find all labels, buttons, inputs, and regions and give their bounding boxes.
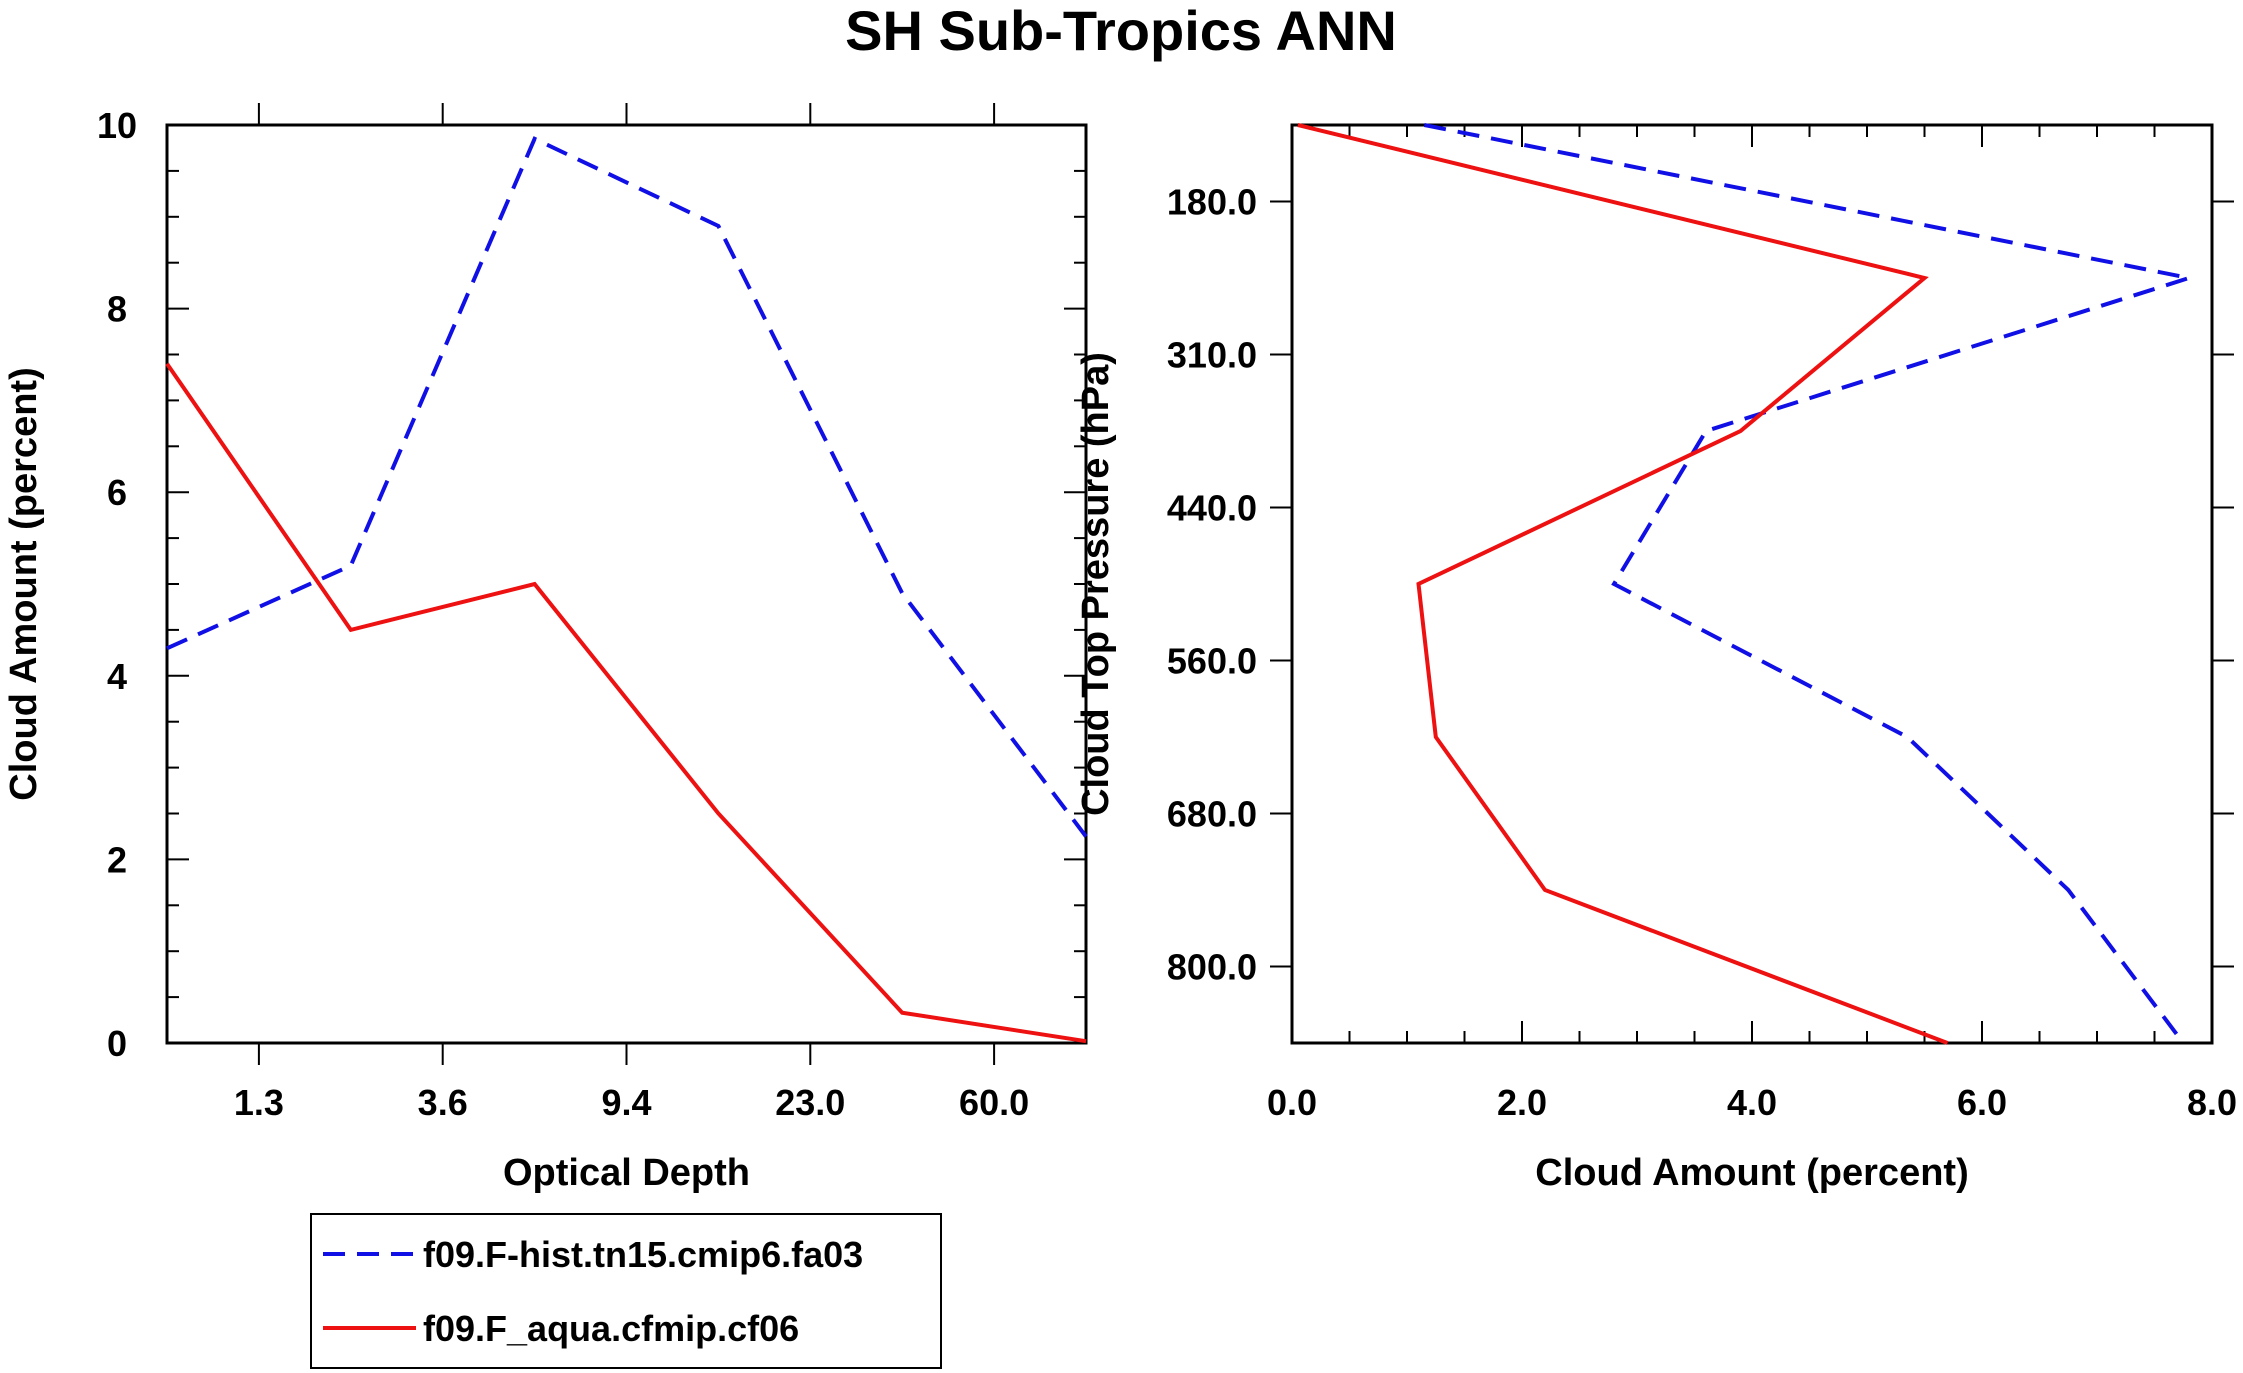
y-tick-label: 560.0 xyxy=(1167,641,1257,682)
y-tick-label: 440.0 xyxy=(1167,488,1257,529)
y-tick-label: 6 xyxy=(107,472,127,513)
x-tick-label: 6.0 xyxy=(1957,1082,2007,1123)
left-y-axis-label: Cloud Amount (percent) xyxy=(3,367,45,800)
left-x-axis-label: Optical Depth xyxy=(503,1152,750,1194)
y-tick-label: 4 xyxy=(107,656,127,697)
y-tick-label: 680.0 xyxy=(1167,794,1257,835)
x-tick-label: 23.0 xyxy=(775,1082,845,1123)
left-panel: 0 2 4 6 8 10 1.3 3.6 9.4 23.0 60.0 Optical Depth Clo… xyxy=(3,103,1088,1194)
right-plot-frame xyxy=(1290,123,2214,1045)
x-tick-label: 1.3 xyxy=(234,1082,284,1123)
y-tick-label: 2 xyxy=(107,839,127,880)
legend-label-2: f09.F_aqua.cfmip.cf06 xyxy=(423,1308,799,1349)
legend-box xyxy=(310,1213,942,1369)
x-tick-label: 0.0 xyxy=(1267,1082,1317,1123)
y-tick-label: 0 xyxy=(107,1023,127,1064)
right-x-axis-label: Cloud Amount (percent) xyxy=(1535,1152,1968,1194)
x-tick-label: 3.6 xyxy=(418,1082,468,1123)
y-tick-label: 310.0 xyxy=(1167,335,1257,376)
y-tick-label: 800.0 xyxy=(1167,947,1257,988)
x-tick-label: 2.0 xyxy=(1497,1082,1547,1123)
y-tick-label: 10 xyxy=(97,105,137,146)
x-tick-label: 4.0 xyxy=(1727,1082,1777,1123)
x-tick-label: 9.4 xyxy=(601,1082,651,1123)
left-series-line-2 xyxy=(165,362,1087,1044)
legend-label-1: f09.F-hist.tn15.cmip6.fa03 xyxy=(423,1234,863,1275)
right-series-line-2 xyxy=(1297,123,1949,1045)
chart-title: SH Sub-Tropics ANN xyxy=(845,0,1397,62)
right-series-line-1 xyxy=(1423,123,2190,1045)
y-tick-label: 180.0 xyxy=(1167,182,1257,223)
left-plot-frame xyxy=(165,123,1088,1045)
right-panel: 0.0 2.0 4.0 6.0 8.0 180.0 310.0 440.0 560.0 680.0… xyxy=(1075,123,2237,1194)
right-y-axis-label: Cloud Top Pressure (hPa) xyxy=(1075,352,1117,816)
x-tick-label: 8.0 xyxy=(2187,1082,2237,1123)
x-tick-label: 60.0 xyxy=(959,1082,1029,1123)
y-tick-label: 8 xyxy=(107,289,127,330)
legend: f09.F-hist.tn15.cmip6.fa03 f09.F_aqua.cfm… xyxy=(310,1213,942,1369)
left-series-line-1 xyxy=(166,136,1088,838)
